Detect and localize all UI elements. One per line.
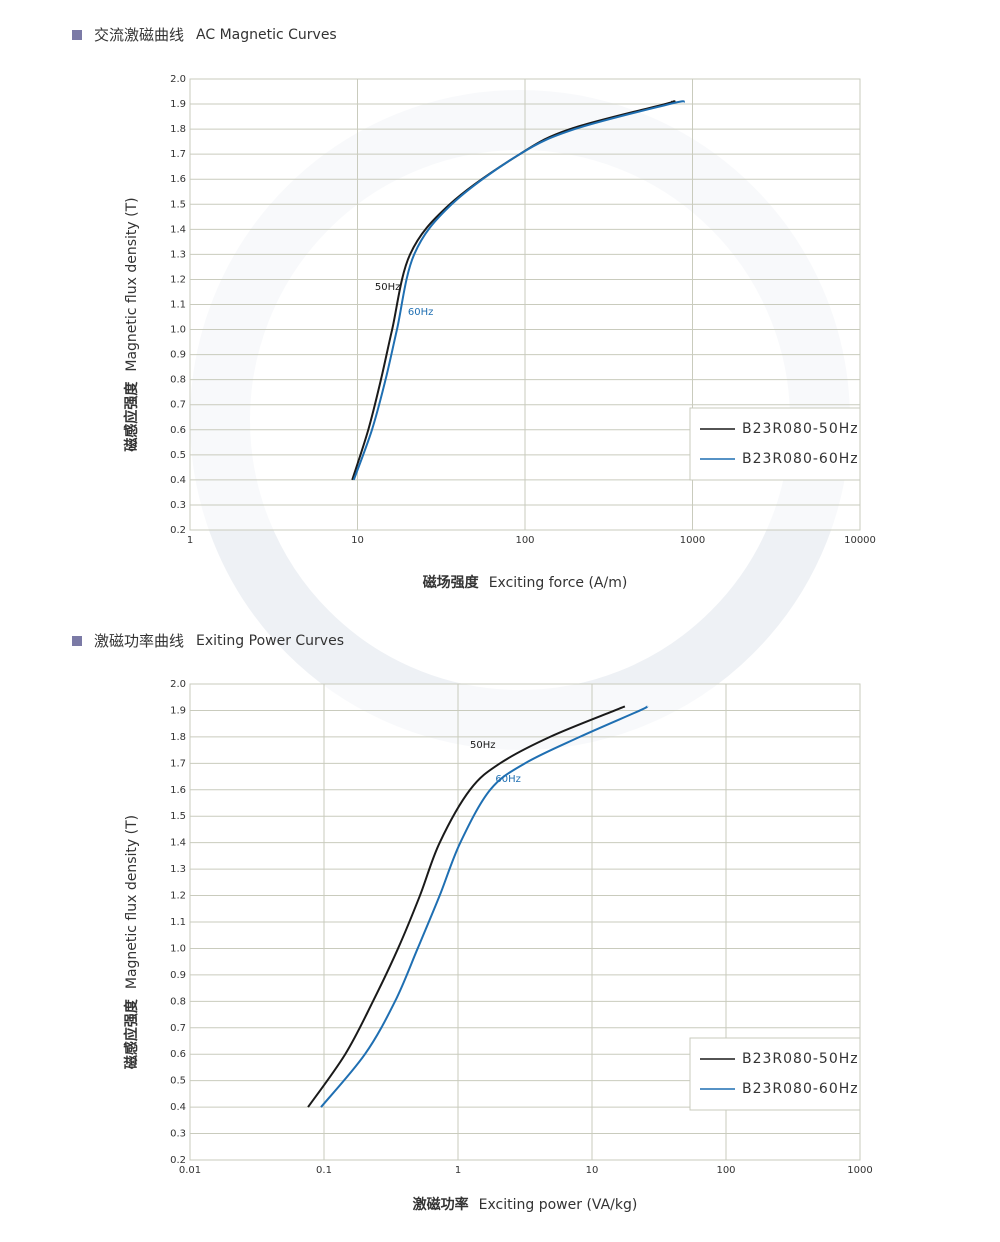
x-axis-label: 激磁功率 Exciting power (VA/kg) [413,1196,638,1213]
heading-marker [72,636,82,646]
x-tick-label: 1 [187,535,193,546]
y-tick-label: 0.5 [170,450,186,461]
heading-cn: 激磁功率曲线 [94,632,184,650]
y-tick-label: 0.9 [170,970,186,981]
y-axis-label-en: Magnetic flux density (T) [124,197,140,371]
legend-box [689,407,861,481]
annotation: 50Hz [470,740,496,751]
y-axis-label: 磁感应强度 Magnetic flux density (T) [123,197,140,451]
y-tick-label: 0.3 [170,500,186,511]
heading: 激磁功率曲线 Exiting Power Curves [94,632,344,650]
y-tick-label: 1.0 [170,325,186,336]
y-tick-label: 0.2 [170,1155,186,1166]
series-line [352,100,685,481]
y-tick-label: 2.0 [170,679,186,690]
y-tick-label: 0.6 [170,1049,186,1060]
x-axis-label-en: Exciting power (VA/kg) [479,1197,638,1213]
y-tick-label: 1.9 [170,99,186,110]
heading-en: AC Magnetic Curves [196,27,337,43]
x-tick-label: 10 [351,535,364,546]
x-axis-label-cn: 磁场强度 [423,574,480,591]
annotation: 50Hz [375,282,401,293]
y-axis-label-cn: 磁感应强度 [123,381,140,452]
series-line [320,705,649,1108]
y-tick-label: 1.5 [170,199,186,210]
y-tick-label: 0.9 [170,350,186,361]
legend-label: B23R080-50Hz [742,421,859,437]
legend-label: B23R080-60Hz [742,451,859,467]
y-axis-label: 磁感应强度 Magnetic flux density (T) [123,815,140,1069]
y-tick-label: 1.7 [170,758,186,769]
y-tick-label: 1.6 [170,174,186,185]
y-tick-label: 0.2 [170,525,186,536]
y-tick-label: 1.1 [170,300,186,311]
y-tick-label: 0.7 [170,400,186,411]
x-tick-label: 1 [455,1165,461,1176]
y-tick-label: 1.3 [170,864,186,875]
heading-marker [72,30,82,40]
y-tick-label: 0.4 [170,1102,186,1113]
series-line [307,705,626,1108]
heading-cn: 交流激磁曲线 [94,26,184,44]
y-tick-label: 1.0 [170,943,186,954]
heading: 交流激磁曲线 AC Magnetic Curves [94,26,337,44]
y-tick-label: 0.6 [170,425,186,436]
x-axis-label: 磁场强度 Exciting force (A/m) [423,574,628,591]
y-tick-label: 1.2 [170,891,186,902]
x-tick-label: 10 [586,1165,599,1176]
x-axis-label-en: Exciting force (A/m) [489,575,628,591]
x-axis-label-cn: 激磁功率 [413,1196,469,1213]
y-tick-label: 1.8 [170,124,186,135]
y-tick-label: 0.3 [170,1129,186,1140]
annotation: 60Hz [408,307,434,318]
annotation: 60Hz [495,774,521,785]
y-axis-label-en: Magnetic flux density (T) [124,815,140,989]
y-tick-label: 1.3 [170,249,186,260]
y-tick-label: 1.5 [170,811,186,822]
y-tick-label: 1.1 [170,917,186,928]
y-tick-label: 2.0 [170,74,186,85]
y-tick-label: 0.5 [170,1076,186,1087]
y-tick-label: 1.8 [170,732,186,743]
y-tick-label: 1.9 [170,705,186,716]
x-tick-label: 100 [716,1165,735,1176]
y-tick-label: 0.7 [170,1023,186,1034]
legend-box [689,1037,861,1111]
y-tick-label: 1.4 [170,224,186,235]
y-tick-label: 1.6 [170,785,186,796]
x-tick-label: 0.1 [316,1165,332,1176]
x-tick-label: 0.01 [179,1165,201,1176]
y-tick-label: 1.2 [170,274,186,285]
x-tick-label: 10000 [844,535,876,546]
x-tick-label: 1000 [680,535,705,546]
y-tick-label: 1.4 [170,838,186,849]
y-tick-label: 0.8 [170,375,186,386]
y-tick-label: 1.7 [170,149,186,160]
y-tick-label: 0.8 [170,996,186,1007]
series-line [351,100,676,481]
heading-en: Exiting Power Curves [196,633,344,649]
legend-label: B23R080-60Hz [742,1081,859,1097]
y-tick-label: 0.4 [170,475,186,486]
legend-label: B23R080-50Hz [742,1051,859,1067]
y-axis-label-cn: 磁感应强度 [123,998,140,1069]
x-tick-label: 1000 [847,1165,872,1176]
x-tick-label: 100 [515,535,534,546]
